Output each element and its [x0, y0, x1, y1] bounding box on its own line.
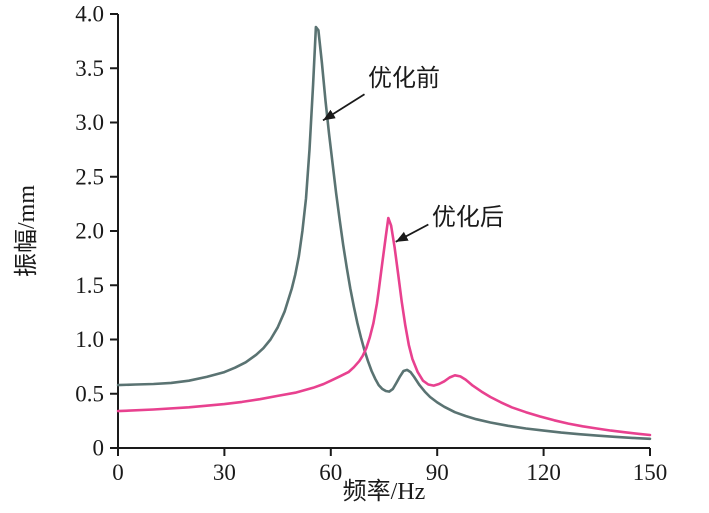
x-tick-label: 0: [112, 460, 124, 485]
x-tick-label: 120: [526, 460, 561, 485]
x-tick-label: 150: [633, 460, 668, 485]
y-tick-label: 3.5: [75, 56, 104, 81]
annotation-label-1: 优化后: [432, 204, 504, 231]
series-curve-0: [116, 25, 652, 441]
annotation-arrow-0: [322, 93, 365, 122]
annotation-label-0: 优化前: [368, 65, 440, 92]
plot-area: 0 30 60 90 120 150 0 0.5 1.0 1.5 2.0 2.5 3.0 3.5 4.0 优化…: [75, 2, 667, 486]
y-tick-label: 0: [93, 436, 105, 461]
x-tick-label: 90: [426, 460, 449, 485]
x-tick-label: 60: [319, 460, 342, 485]
y-tick-label: 3.0: [75, 110, 104, 135]
y-tick-label: 2.5: [75, 164, 104, 189]
y-tick-label: 2.0: [75, 219, 104, 244]
x-axis-title: 频率/Hz: [343, 478, 426, 505]
y-axis-title: 振幅/mm: [13, 185, 40, 277]
y-tick-label: 4.0: [75, 2, 104, 27]
annotation-arrow-1: [395, 223, 429, 243]
y-tick-label: 1.5: [75, 273, 104, 298]
y-tick-label: 0.5: [75, 381, 104, 406]
y-tick-label: 1.0: [75, 327, 104, 352]
series-curve-1: [116, 216, 652, 437]
x-tick-label: 30: [213, 460, 236, 485]
